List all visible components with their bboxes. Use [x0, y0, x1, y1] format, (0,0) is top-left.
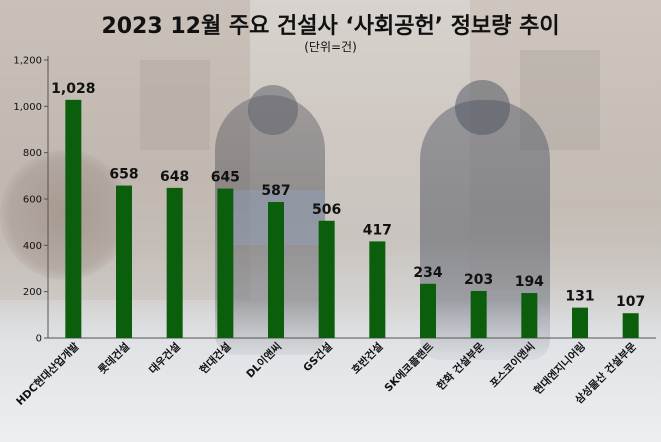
data-label: 234 — [413, 265, 442, 281]
data-label: 194 — [515, 274, 544, 290]
x-tick-label: 대우건설 — [146, 340, 183, 377]
y-tick-label: 200 — [23, 287, 42, 298]
x-tick-label: 호반건설 — [349, 340, 386, 377]
data-label: 107 — [616, 294, 645, 310]
bar — [369, 241, 386, 338]
data-label: 1,028 — [51, 81, 95, 97]
data-label: 645 — [211, 170, 240, 186]
data-label: 587 — [261, 183, 290, 199]
x-tick-label: 롯데건설 — [96, 340, 133, 377]
x-tick-label: 현대엔지니어링 — [531, 340, 588, 397]
bar — [65, 99, 82, 338]
x-tick-label: 포스코이앤씨 — [487, 340, 537, 390]
chart-title: 2023 12월 주요 건설사 ‘사회공헌’ 정보량 추이 — [101, 14, 560, 39]
bar — [116, 185, 132, 338]
data-label: 203 — [464, 272, 493, 288]
data-label: 658 — [109, 167, 138, 183]
x-tick-label: HDC현대산업개발 — [13, 340, 81, 408]
data-label: 648 — [160, 169, 189, 185]
y-tick-label: 1,200 — [13, 56, 42, 67]
data-label: 131 — [565, 289, 594, 305]
x-tick-label: 한화 건설부문 — [434, 340, 487, 393]
bar — [268, 202, 284, 338]
y-tick-label: 400 — [23, 241, 42, 252]
bar — [217, 188, 234, 338]
bar — [420, 283, 436, 338]
x-tick-label: 현대건설 — [197, 340, 234, 377]
data-label: 417 — [363, 222, 392, 238]
bar — [521, 293, 538, 338]
x-tick-label: DL이앤씨 — [244, 340, 285, 381]
y-tick-label: 800 — [23, 148, 42, 159]
y-tick-label: 600 — [23, 195, 42, 206]
chart-subtitle: (단위=건) — [304, 40, 357, 54]
x-tick-label: SK에코플랜트 — [382, 340, 437, 395]
bar — [622, 313, 639, 338]
x-tick-label: GS건설 — [300, 340, 334, 374]
data-label: 506 — [312, 202, 341, 218]
bar — [572, 307, 588, 338]
bar — [166, 187, 183, 338]
bar — [470, 290, 487, 338]
bar — [318, 220, 335, 338]
y-tick-label: 0 — [36, 334, 42, 345]
y-tick-label: 1,000 — [13, 102, 42, 113]
